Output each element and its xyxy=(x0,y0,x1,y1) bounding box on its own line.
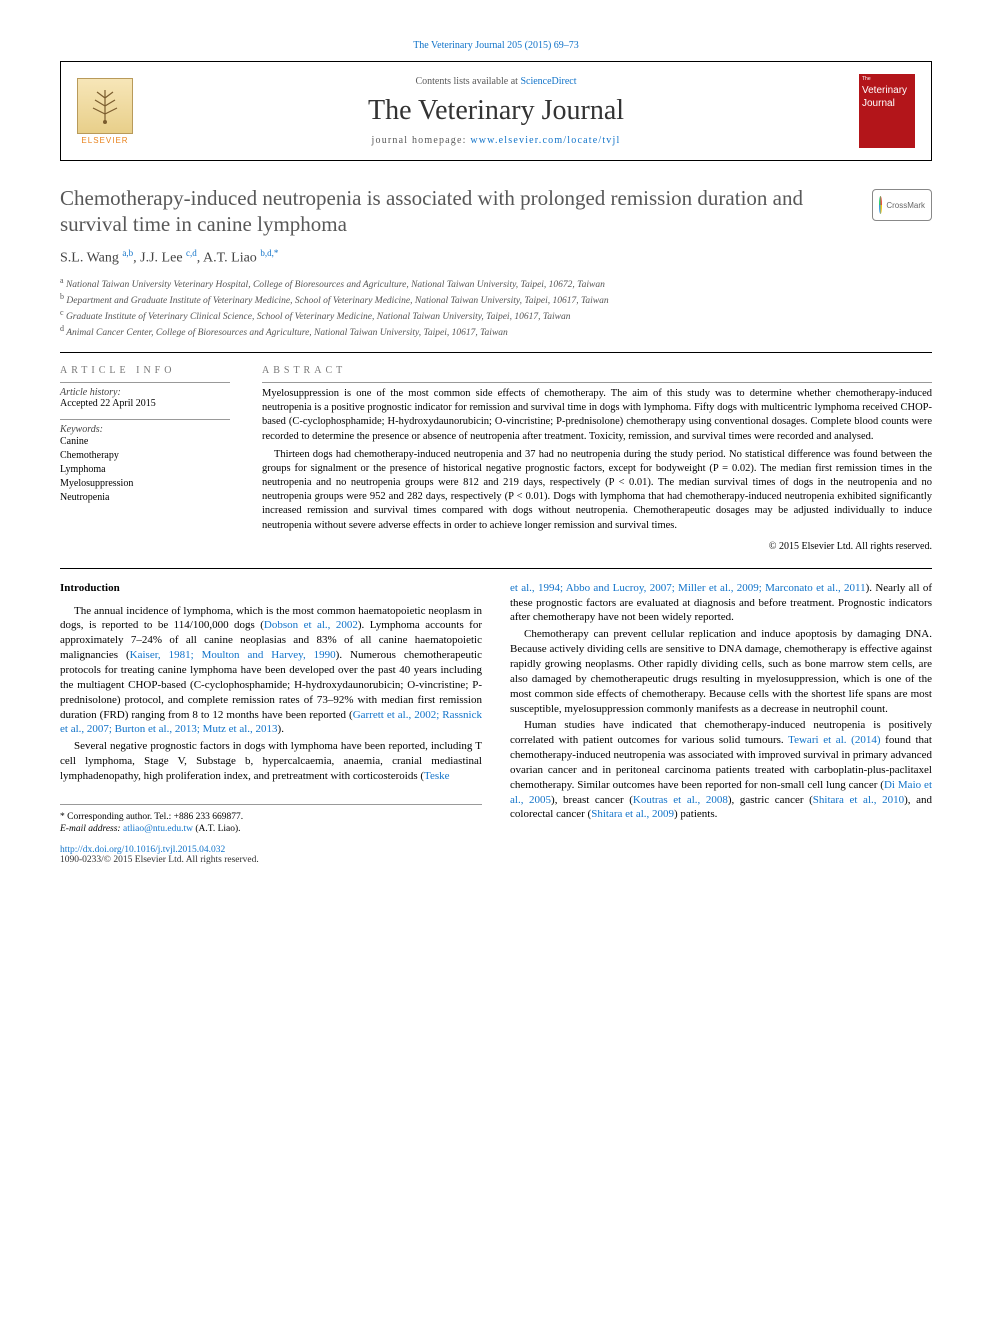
cover-line-1: The xyxy=(862,77,912,83)
cite-shitara09[interactable]: Shitara et al., 2009 xyxy=(591,808,674,820)
abstract-header: ABSTRACT xyxy=(262,365,932,376)
authors: S.L. Wang a,b, J.J. Lee c,d, A.T. Liao b… xyxy=(60,248,932,267)
abstract-block: ABSTRACT Myelosuppression is one of the … xyxy=(262,365,932,552)
cite-teske-cont[interactable]: et al., 1994; Abbo and Lucroy, 2007; Mil… xyxy=(510,582,866,594)
journal-name: The Veterinary Journal xyxy=(149,95,843,127)
abstract-text: Myelosuppression is one of the most comm… xyxy=(262,387,932,533)
cite-tewari[interactable]: Tewari et al. (2014) xyxy=(788,734,880,746)
article-info-header: ARTICLE INFO xyxy=(60,365,230,376)
abstract-p1: Myelosuppression is one of the most comm… xyxy=(262,387,932,444)
sciencedirect-link[interactable]: ScienceDirect xyxy=(520,76,576,87)
article-title: Chemotherapy-induced neutropenia is asso… xyxy=(60,185,856,238)
divider-top xyxy=(60,352,932,353)
elsevier-label: ELSEVIER xyxy=(81,136,128,145)
citation-text: The Veterinary Journal 205 (2015) 69–73 xyxy=(413,40,579,51)
intro-p1: The annual incidence of lymphoma, which … xyxy=(60,604,482,738)
homepage-line: journal homepage: www.elsevier.com/locat… xyxy=(149,135,843,146)
article-info: ARTICLE INFO Article history: Accepted 2… xyxy=(60,365,230,552)
keywords-list: CanineChemotherapyLymphomaMyelosuppressi… xyxy=(60,435,230,505)
crossmark-label: CrossMark xyxy=(886,201,925,210)
col2-p3: Human studies have indicated that chemot… xyxy=(510,718,932,822)
col2-p2: Chemotherapy can prevent cellular replic… xyxy=(510,627,932,716)
keyword: Myelosuppression xyxy=(60,477,230,491)
cite-shitara10[interactable]: Shitara et al., 2010 xyxy=(813,794,904,806)
elsevier-logo: ELSEVIER xyxy=(77,76,133,146)
accepted-date: Accepted 22 April 2015 xyxy=(60,398,230,409)
running-header: The Veterinary Journal 205 (2015) 69–73 xyxy=(60,40,932,51)
cover-line-2: Veterinary xyxy=(862,85,912,96)
corresponding-author: * Corresponding author. Tel.: +886 233 6… xyxy=(60,811,482,823)
contents-line: Contents lists available at ScienceDirec… xyxy=(149,76,843,87)
contents-prefix: Contents lists available at xyxy=(415,76,520,87)
affiliation-a: a National Taiwan University Veterinary … xyxy=(60,276,932,292)
keywords-label: Keywords: xyxy=(60,424,230,435)
column-left: Introduction The annual incidence of lym… xyxy=(60,581,482,836)
email-label: E-mail address: xyxy=(60,824,121,834)
abstract-p2: Thirteen dogs had chemotherapy-induced n… xyxy=(262,448,932,533)
elsevier-tree-icon xyxy=(77,78,133,134)
affiliation-c: c Graduate Institute of Veterinary Clini… xyxy=(60,308,932,324)
title-block: Chemotherapy-induced neutropenia is asso… xyxy=(60,185,932,238)
history-label: Article history: xyxy=(60,387,230,398)
cite-kaiser[interactable]: Kaiser, 1981; Moulton and Harvey, 1990 xyxy=(130,649,336,661)
cite-koutras[interactable]: Koutras et al., 2008 xyxy=(633,794,728,806)
keyword: Chemotherapy xyxy=(60,449,230,463)
affiliation-b: b Department and Graduate Institute of V… xyxy=(60,292,932,308)
header-center: Contents lists available at ScienceDirec… xyxy=(149,76,843,146)
email-address[interactable]: atliao@ntu.edu.tw xyxy=(123,824,193,834)
divider-bottom xyxy=(60,568,932,569)
info-abstract-row: ARTICLE INFO Article history: Accepted 2… xyxy=(60,365,932,552)
footer-corr: * Corresponding author. Tel.: +886 233 6… xyxy=(60,804,482,836)
homepage-prefix: journal homepage: xyxy=(372,135,471,146)
email-name: (A.T. Liao). xyxy=(195,824,240,834)
abstract-copyright: © 2015 Elsevier Ltd. All rights reserved… xyxy=(262,541,932,552)
affiliations: a National Taiwan University Veterinary … xyxy=(60,276,932,340)
affiliation-d: d Animal Cancer Center, College of Biore… xyxy=(60,324,932,340)
col2-p1: et al., 1994; Abbo and Lucroy, 2007; Mil… xyxy=(510,581,932,626)
main-content: Introduction The annual incidence of lym… xyxy=(60,581,932,836)
email-line: E-mail address: atliao@ntu.edu.tw (A.T. … xyxy=(60,823,482,835)
cover-line-3: Journal xyxy=(862,98,912,109)
cite-dobson[interactable]: Dobson et al., 2002 xyxy=(264,619,358,631)
issn-copyright: 1090-0233/© 2015 Elsevier Ltd. All right… xyxy=(60,855,932,865)
keyword: Canine xyxy=(60,435,230,449)
journal-header-box: ELSEVIER Contents lists available at Sci… xyxy=(60,61,932,161)
keyword: Lymphoma xyxy=(60,463,230,477)
cite-teske[interactable]: Teske xyxy=(424,770,450,782)
crossmark-badge[interactable]: CrossMark xyxy=(872,189,932,221)
crossmark-icon xyxy=(879,196,882,214)
keyword: Neutropenia xyxy=(60,491,230,505)
journal-cover-thumb: The Veterinary Journal xyxy=(859,74,915,148)
column-right: et al., 1994; Abbo and Lucroy, 2007; Mil… xyxy=(510,581,932,836)
intro-p2: Several negative prognostic factors in d… xyxy=(60,739,482,784)
intro-title: Introduction xyxy=(60,581,482,596)
homepage-link[interactable]: www.elsevier.com/locate/tvjl xyxy=(470,135,620,146)
doi-link[interactable]: http://dx.doi.org/10.1016/j.tvjl.2015.04… xyxy=(60,845,932,855)
